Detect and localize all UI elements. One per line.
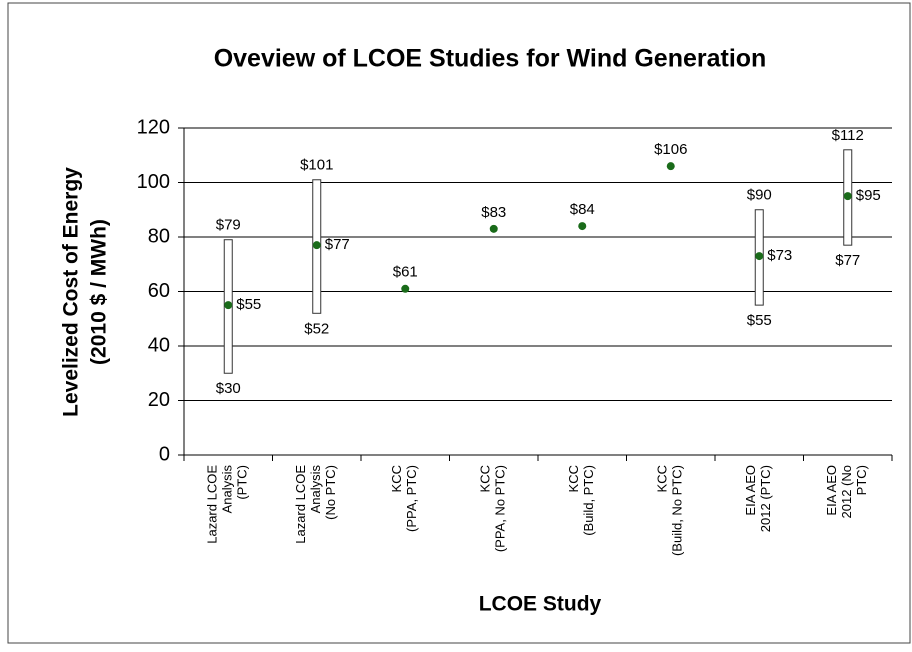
value-label: $83 xyxy=(481,204,506,221)
point xyxy=(755,252,764,261)
value-label: $77 xyxy=(325,236,350,253)
point xyxy=(312,241,321,250)
y-axis-title: Levelized Cost of Energy (2010 $ / MWh) xyxy=(60,167,111,417)
chart-title: Oveview of LCOE Studies for Wind Generat… xyxy=(214,45,767,73)
y-axis-title-line: (2010 $ / MWh) xyxy=(88,219,111,365)
x-tick-label: (No PTC) xyxy=(323,465,338,520)
y-tick-label: 60 xyxy=(148,280,170,302)
low-label: $52 xyxy=(304,320,329,337)
x-tick-label: Analysis xyxy=(220,465,235,514)
point xyxy=(578,222,587,231)
point xyxy=(224,301,233,310)
frame xyxy=(7,2,911,644)
x-tick-label: Analysis xyxy=(308,465,323,514)
low-label: $77 xyxy=(835,252,860,269)
y-tick-label: 0 xyxy=(159,443,170,465)
x-tick-label: (PPA, PTC) xyxy=(404,465,419,532)
y-tick-label: 20 xyxy=(148,389,170,411)
high-label: $79 xyxy=(216,217,241,234)
x-tick-label: KCC xyxy=(478,465,493,492)
low-label: $55 xyxy=(747,312,772,329)
point xyxy=(489,224,498,233)
y-tick-label: 80 xyxy=(148,225,170,247)
x-tick-label: Lazard LCOE xyxy=(293,465,308,544)
high-label: $90 xyxy=(747,187,772,204)
x-axis-title: LCOE Study xyxy=(479,593,602,616)
value-label: $106 xyxy=(654,141,687,158)
value-label: $95 xyxy=(856,187,881,204)
y-tick-label: 120 xyxy=(137,116,170,138)
y-tick-label: 100 xyxy=(137,171,170,193)
high-label: $112 xyxy=(832,127,864,144)
x-tick-label: EIA AEO xyxy=(743,465,758,516)
x-tick-label: 2012 (No xyxy=(839,465,854,518)
x-tick-label: KCC xyxy=(655,465,670,492)
y-axis-title-line: Levelized Cost of Energy xyxy=(60,167,83,417)
high-label: $101 xyxy=(300,157,333,174)
point xyxy=(843,192,852,201)
point xyxy=(401,284,410,293)
value-label: $55 xyxy=(236,296,261,313)
y-tick-label: 40 xyxy=(148,334,170,356)
x-tick-label: KCC xyxy=(389,465,404,492)
x-tick-label: EIA AEO xyxy=(824,465,839,516)
value-label: $61 xyxy=(393,264,418,281)
x-tick-label: Lazard LCOE xyxy=(205,465,220,544)
x-tick-label: 2012 (PTC) xyxy=(758,465,773,532)
x-tick-label: KCC xyxy=(566,465,581,492)
x-tick-label: PTC) xyxy=(854,465,869,495)
x-tick-label: (PTC) xyxy=(235,465,250,500)
x-tick-label: (PPA, No PTC) xyxy=(493,465,508,552)
low-label: $30 xyxy=(216,380,241,397)
point xyxy=(666,162,675,171)
value-label: $84 xyxy=(570,201,595,218)
value-label: $73 xyxy=(767,247,792,264)
x-tick-label: (Build, PTC) xyxy=(581,465,596,536)
x-tick-label: (Build, No PTC) xyxy=(670,465,685,556)
